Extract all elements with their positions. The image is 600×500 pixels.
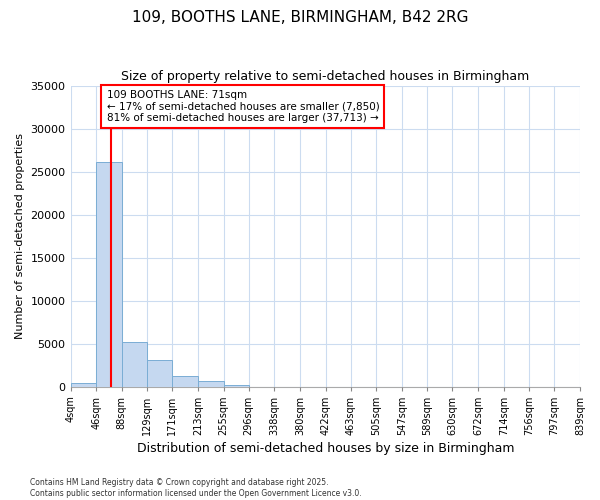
Bar [172,376,198,386]
Bar [224,385,248,386]
X-axis label: Distribution of semi-detached houses by size in Birmingham: Distribution of semi-detached houses by … [137,442,514,455]
Bar [96,162,122,386]
Title: Size of property relative to semi-detached houses in Birmingham: Size of property relative to semi-detach… [121,70,529,83]
Y-axis label: Number of semi-detached properties: Number of semi-detached properties [15,133,25,339]
Text: 109, BOOTHS LANE, BIRMINGHAM, B42 2RG: 109, BOOTHS LANE, BIRMINGHAM, B42 2RG [132,10,468,25]
Bar [198,382,224,386]
Text: 109 BOOTHS LANE: 71sqm
← 17% of semi-detached houses are smaller (7,850)
81% of : 109 BOOTHS LANE: 71sqm ← 17% of semi-det… [107,90,379,123]
Bar [122,342,147,386]
Bar [71,383,96,386]
Text: Contains HM Land Registry data © Crown copyright and database right 2025.
Contai: Contains HM Land Registry data © Crown c… [30,478,362,498]
Bar [147,360,172,386]
